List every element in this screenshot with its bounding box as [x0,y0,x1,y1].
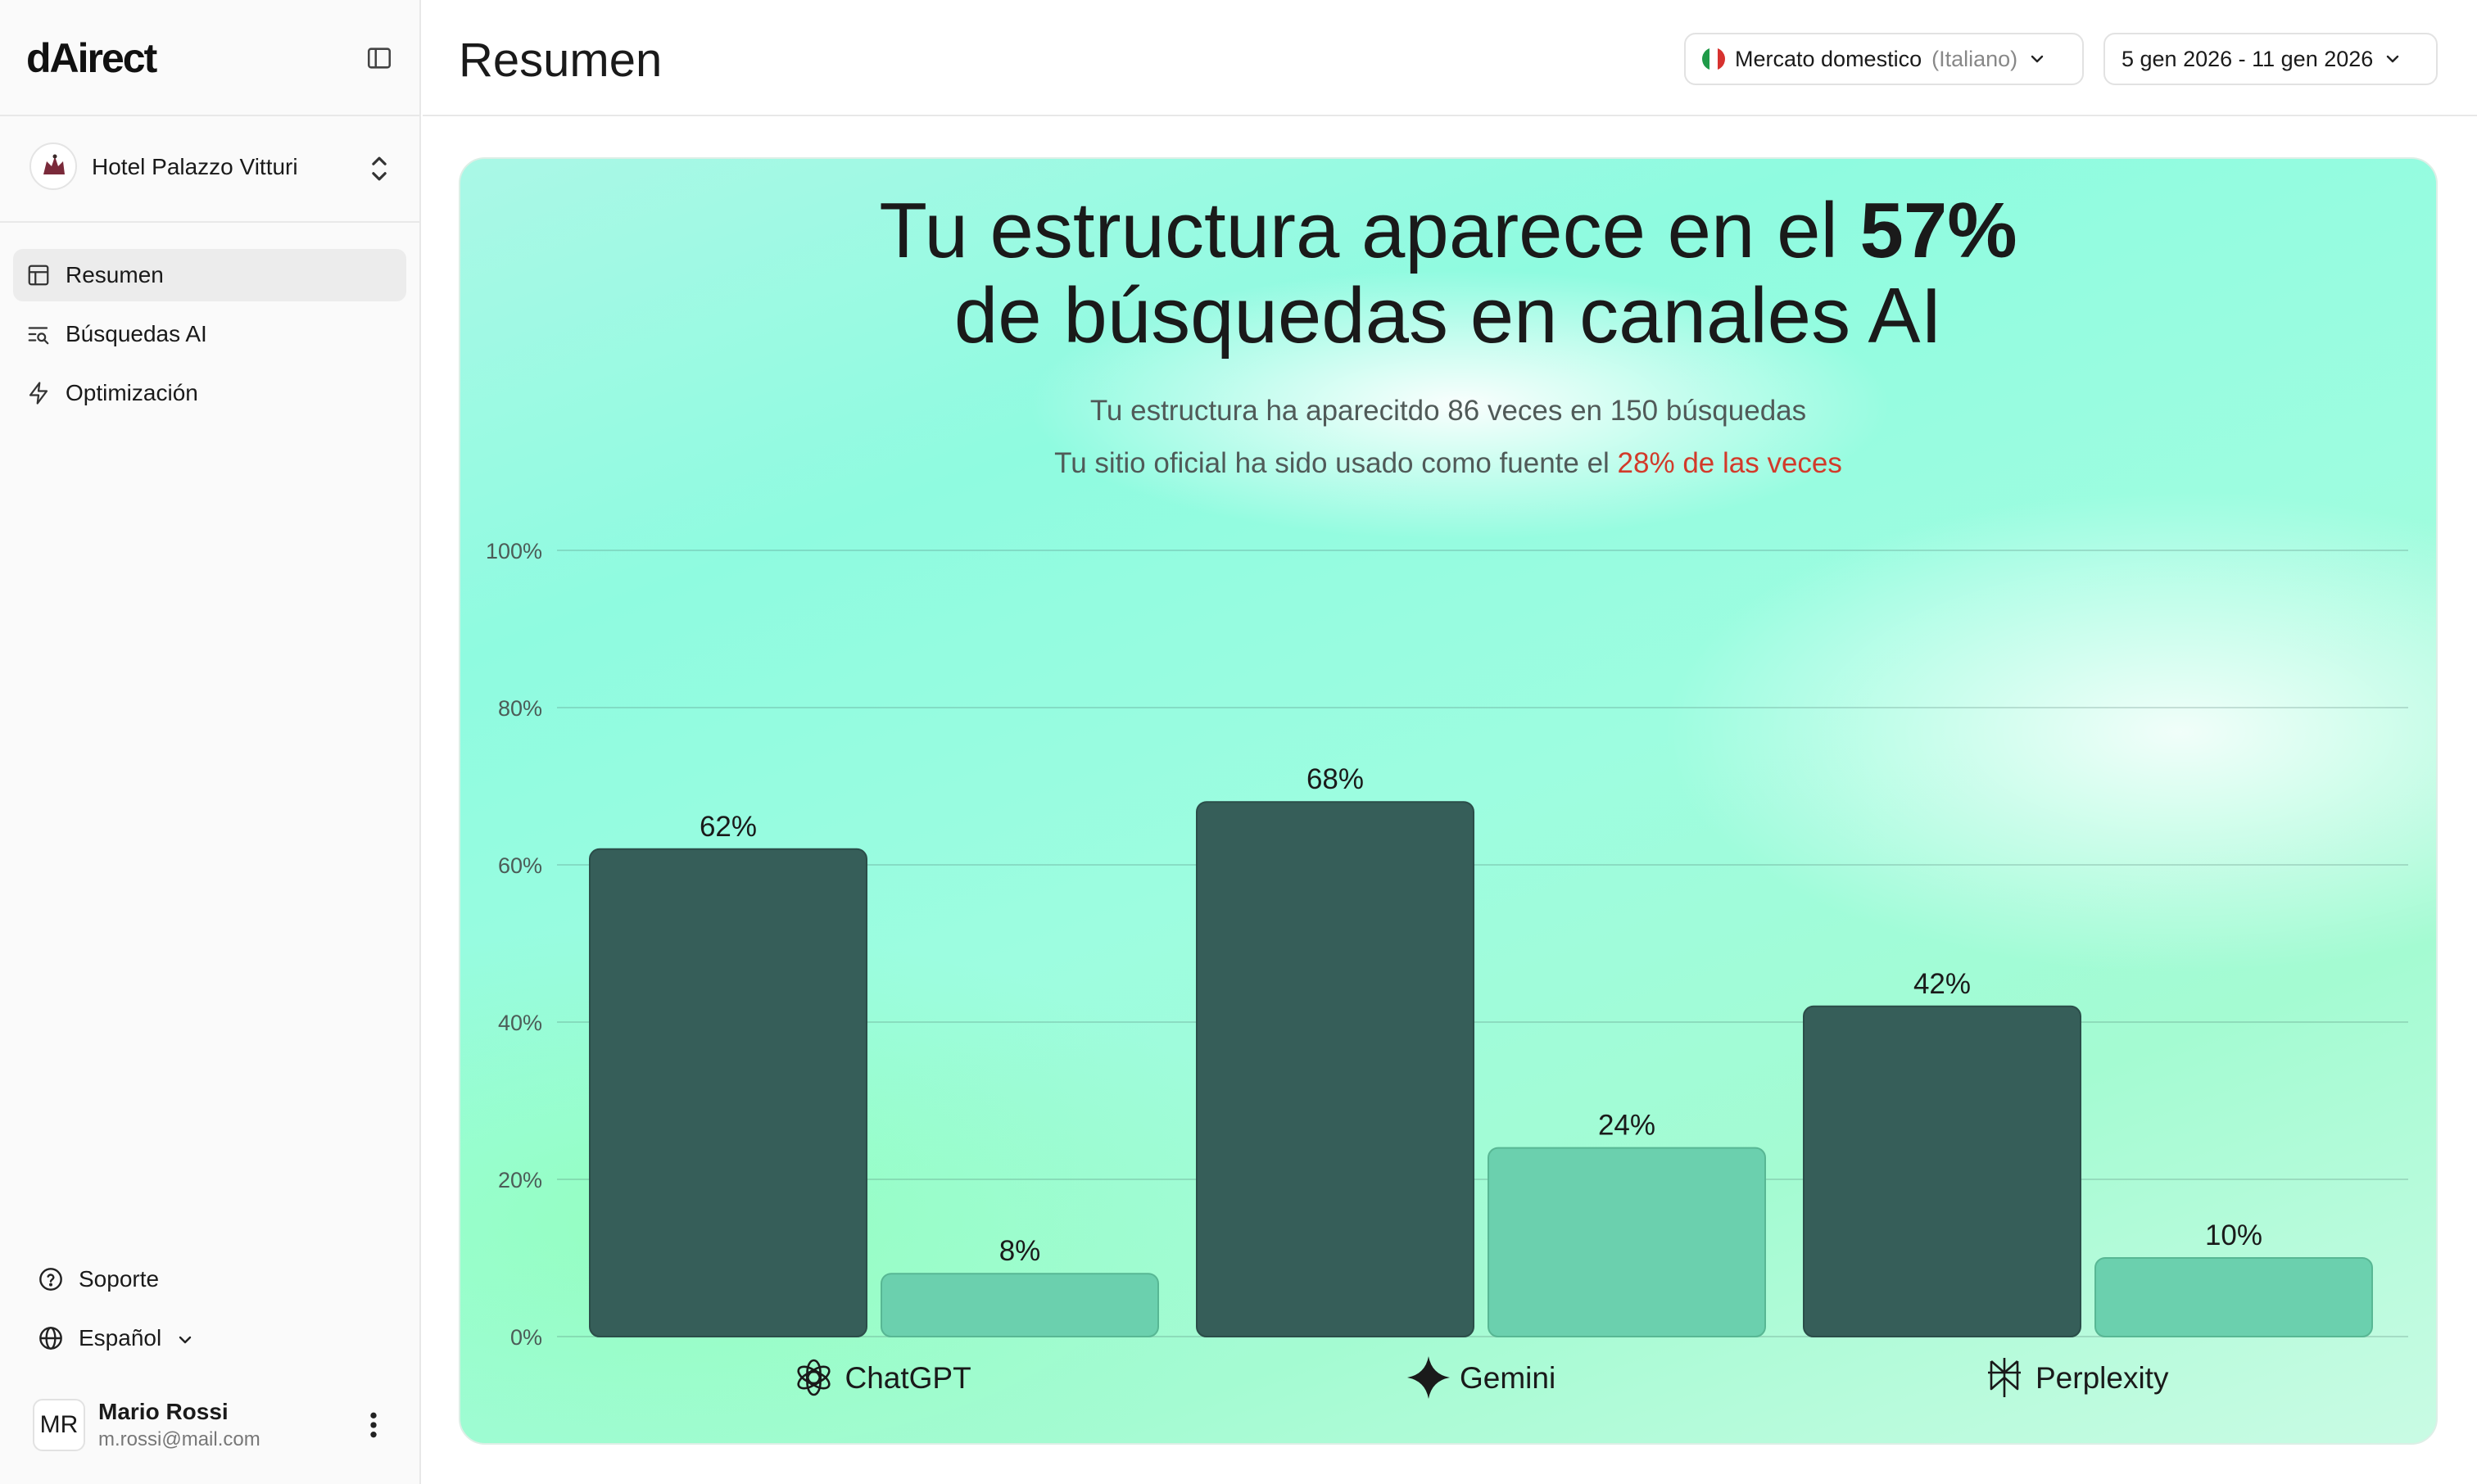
official-source-highlight: 28% de las veces [1617,447,1842,479]
summary-card: Tu estructura aparece en el 57% de búsqu… [459,157,2438,1445]
y-tick-label: 0% [510,1325,542,1350]
sidebar-item-busquedas-ai[interactable]: Búsquedas AI [13,308,406,360]
chart-bar [589,848,867,1337]
chart-bar [1488,1147,1766,1337]
chart-bar [881,1273,1159,1337]
top-bar: Resumen Mercato domestico (Italiano) 5 g… [423,0,2477,116]
market-dropdown[interactable]: Mercato domestico (Italiano) [1684,33,2084,85]
chevron-down-icon [2031,55,2044,63]
official-source-text: Tu sitio oficial ha sido usado como fuen… [460,447,2436,480]
hotel-name: Hotel Palazzo Vitturi [92,154,298,179]
hotel-logo-icon [29,143,77,190]
user-name: Mario Rossi [98,1399,229,1424]
sidebar-nav: Resumen Búsquedas AI Optimización [0,223,419,419]
sidebar-item-optimizacion[interactable]: Optimización [13,367,406,419]
bar-value-label: 68% [1306,763,1364,795]
hotel-selector[interactable]: Hotel Palazzo Vitturi [0,116,419,223]
chevron-up-down-icon[interactable] [367,152,392,185]
globe-icon [39,1327,62,1350]
date-range-dropdown[interactable]: 5 gen 2026 - 11 gen 2026 [2103,33,2438,85]
date-range-label: 5 gen 2026 - 11 gen 2026 [2122,46,2374,71]
openai-icon [797,1359,831,1396]
perplexity-icon [1988,1358,2021,1397]
italy-flag-icon [1702,48,1725,70]
support-label: Soporte [79,1266,160,1292]
headline-percentage: 57% [1859,187,2017,274]
category-label: Gemini [1460,1361,1555,1395]
help-circle-icon [39,1268,62,1291]
y-tick-label: 100% [486,539,542,563]
layout-icon [28,265,49,286]
category-label: ChatGPT [845,1361,971,1395]
sidebar-item-label: Búsquedas AI [66,321,207,346]
official-source-prefix: Tu sitio oficial ha sido usado como fuen… [1054,447,1618,479]
market-language: (Italiano) [1931,46,2018,71]
bar-value-label: 62% [700,811,757,843]
sidebar-item-label: Resumen [66,262,164,287]
language-label: Español [79,1325,162,1351]
bolt-icon [29,382,48,405]
platform-bar-chart: 0% 20% 40% 60% 80% 100% 62% 8% 68% 24% 42% 10% ChatG… [486,539,2408,1399]
sidebar-toggle-icon[interactable] [365,44,393,72]
headline-line2: de búsquedas en canales AI [953,272,1943,360]
y-tick-label: 20% [498,1168,542,1192]
category-label: Perplexity [2035,1361,2169,1395]
sidebar: dAirect Hotel Palazzo Vitturi Resumen [0,0,421,1484]
y-tick-label: 60% [498,853,542,878]
chart-bar [1803,1005,2081,1338]
appearance-count-text: Tu estructura ha aparecitdo 86 veces en … [1089,395,1807,427]
sidebar-header: dAirect [0,0,419,116]
more-vertical-icon[interactable] [360,1409,387,1441]
y-tick-label: 80% [498,696,542,721]
bar-value-label: 24% [1598,1110,1655,1142]
gemini-sparkle-icon [1407,1356,1450,1399]
app-logo[interactable]: dAirect [26,35,157,81]
user-email: m.rossi@mail.com [98,1428,260,1450]
list-search-icon [28,327,49,345]
page-title: Resumen [459,34,663,87]
chart-bar [2094,1257,2373,1337]
market-label: Mercato domestico [1735,46,1922,71]
chart-bar [1196,801,1474,1337]
chevron-down-icon [2387,55,2399,63]
avatar[interactable]: MR [33,1399,85,1451]
headline: Tu estructura aparece en el 57% de búsqu… [460,188,2436,359]
chevron-down-icon [179,1336,192,1344]
headline-part1: Tu estructura aparece en el [879,187,1860,274]
y-tick-label: 40% [498,1011,542,1035]
bar-value-label: 42% [1913,968,1971,1000]
sidebar-item-label: Optimización [66,380,198,405]
bar-value-label: 10% [2205,1219,2262,1251]
sidebar-item-resumen[interactable]: Resumen [13,249,406,301]
bar-value-label: 8% [999,1235,1041,1267]
